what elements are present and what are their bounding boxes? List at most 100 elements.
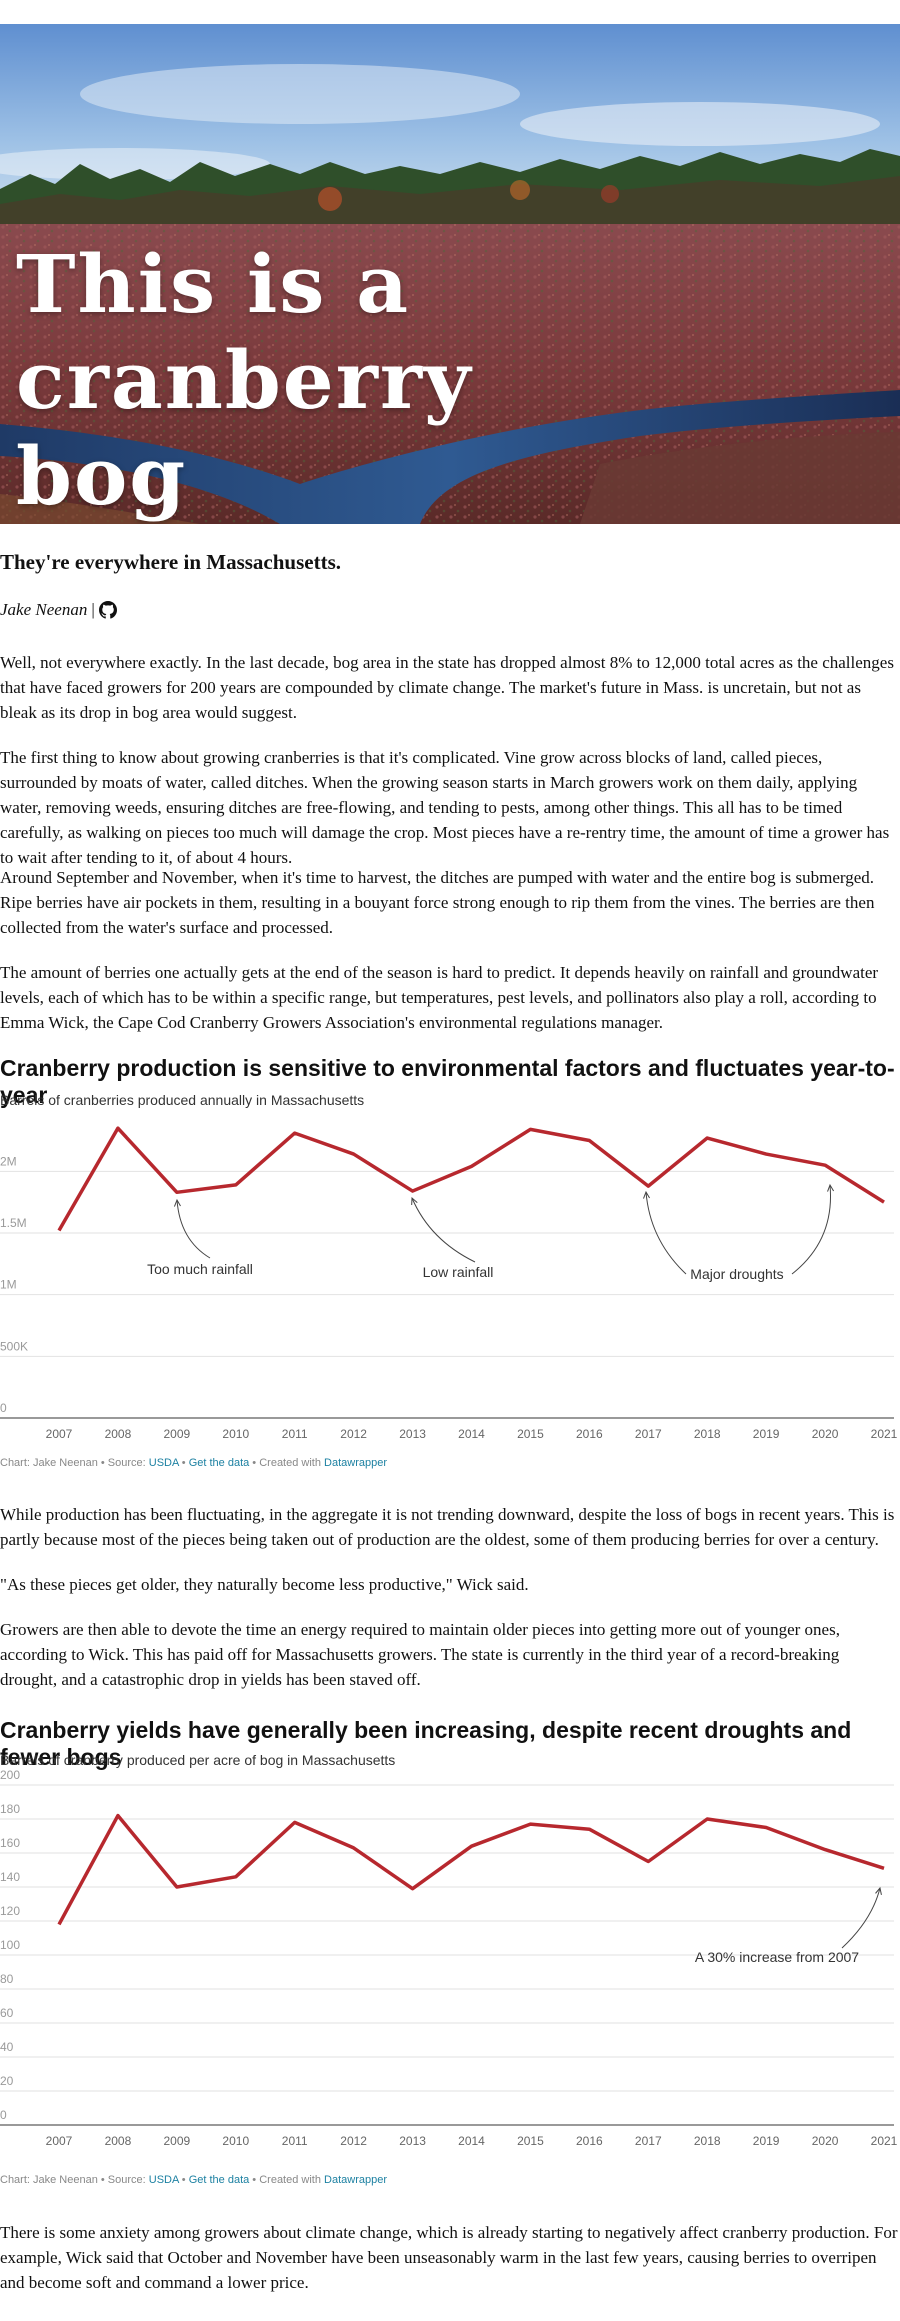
y-tick-label: 20	[0, 2074, 14, 2088]
paragraph: The amount of berries one actually gets …	[0, 963, 879, 1032]
x-tick-label: 2014	[458, 2134, 485, 2148]
credit-created: • Created with	[249, 2174, 325, 2186]
y-tick-label: 140	[0, 1870, 20, 1884]
x-tick-label: 2009	[164, 2134, 191, 2148]
get-data-link[interactable]: Get the data	[188, 2174, 250, 2186]
annotation-label: Low rainfall	[423, 1264, 494, 1280]
x-tick-label: 2021	[871, 2134, 898, 2148]
github-icon[interactable]	[98, 601, 117, 619]
credit-prefix: Chart: Jake Neenan • Source:	[0, 1457, 149, 1469]
x-tick-label: 2016	[576, 1427, 603, 1441]
usda-source-link[interactable]: USDA	[148, 2174, 179, 2186]
series-line	[57, 1813, 885, 1926]
datawrapper-link[interactable]: Datawrapper	[324, 2174, 388, 2186]
credit-separator: •	[178, 2174, 189, 2186]
y-tick-label: 200	[0, 1770, 20, 1782]
cranberry-bog-photo	[0, 24, 900, 524]
paragraph: Around September and November, when it's…	[0, 868, 875, 937]
y-tick-label: 0	[0, 1401, 7, 1415]
annotation-arrow	[173, 1198, 211, 1259]
y-tick-label: 500K	[0, 1339, 28, 1353]
arrow-curve	[841, 1887, 881, 1949]
y-tick-label: 60	[0, 2006, 14, 2020]
get-data-link[interactable]: Get the data	[188, 1457, 250, 1469]
x-tick-label: 2007	[46, 2134, 73, 2148]
paragraph: Growers are then able to devote the time…	[0, 1620, 840, 1689]
paragraph: There is some anxiety among growers abou…	[0, 2223, 898, 2292]
annotation-label: A 30% increase from 2007	[695, 1949, 859, 1965]
chart2-credit: Chart: Jake Neenan • Source: USDA • Get …	[0, 2174, 387, 2186]
x-tick-label: 2008	[105, 2134, 132, 2148]
credit-created: • Created with	[249, 1457, 325, 1469]
arrow-curve	[791, 1184, 832, 1275]
x-tick-label: 2010	[222, 1427, 249, 1441]
chart1-title: Cranberry production is sensitive to env…	[0, 1055, 895, 1108]
x-tick-label: 2018	[694, 2134, 721, 2148]
annotation-label: Major droughts	[690, 1266, 783, 1282]
annotation-arrow	[791, 1183, 835, 1275]
y-tick-label: 2M	[0, 1154, 17, 1168]
datawrapper-link[interactable]: Datawrapper	[324, 1457, 388, 1469]
x-tick-label: 2019	[753, 1427, 780, 1441]
chart1-credit: Chart: Jake Neenan • Source: USDA • Get …	[0, 1457, 387, 1469]
byline: Jake Neenan |	[0, 600, 117, 620]
chart1-subtitle: Barrels of cranberries produced annually…	[0, 1092, 365, 1108]
arrow-head	[411, 1196, 418, 1206]
paragraph: While production has been fluctuating, i…	[0, 1505, 895, 1549]
x-tick-label: 2018	[694, 1427, 721, 1441]
x-tick-label: 2020	[812, 1427, 839, 1441]
y-tick-label: 1M	[0, 1278, 17, 1292]
y-tick-label: 120	[0, 1904, 20, 1918]
x-tick-label: 2014	[458, 1427, 485, 1441]
arrow-curve	[645, 1191, 687, 1275]
x-tick-label: 2007	[46, 1427, 73, 1441]
annotation-arrow	[643, 1190, 687, 1275]
x-tick-label: 2011	[282, 1427, 308, 1441]
x-tick-label: 2017	[635, 2134, 662, 2148]
paragraph: Well, not everywhere exactly. In the las…	[0, 653, 894, 722]
paragraph: The first thing to know about growing cr…	[0, 748, 890, 867]
usda-source-link[interactable]: USDA	[148, 1457, 179, 1469]
x-tick-label: 2013	[399, 2134, 426, 2148]
x-tick-label: 2019	[753, 2134, 780, 2148]
x-tick-label: 2016	[576, 2134, 603, 2148]
author-name: Jake Neenan	[0, 600, 88, 619]
arrow-head	[173, 1198, 181, 1207]
yield-chart: 0 20 40 60 80 100 120 140 160 180 200 2007 2008 2009 2…	[0, 1770, 898, 2148]
y-tick-label: 1.5M	[0, 1216, 27, 1230]
x-tick-label: 2010	[222, 2134, 249, 2148]
arrow-curve	[176, 1199, 211, 1259]
x-tick-label: 2015	[517, 1427, 544, 1441]
annotation-arrow	[841, 1886, 882, 1949]
x-tick-label: 2012	[340, 1427, 367, 1441]
paragraph: "As these pieces get older, they natural…	[0, 1575, 529, 1594]
credit-separator: •	[178, 1457, 189, 1469]
arrow-head	[827, 1183, 835, 1192]
production-chart: 0 500K 1M 1.5M 2M 2007 2008 2009 2010 2011 2012 201…	[0, 1126, 898, 1441]
series-line	[57, 1126, 885, 1232]
x-tick-label: 2015	[517, 2134, 544, 2148]
y-tick-label: 0	[0, 2108, 7, 2122]
arrow-head	[643, 1190, 650, 1199]
x-tick-label: 2021	[871, 1427, 898, 1441]
x-tick-label: 2020	[812, 2134, 839, 2148]
x-tick-label: 2012	[340, 2134, 367, 2148]
arrow-head	[875, 1886, 882, 1895]
annotation-label: Too much rainfall	[147, 1261, 253, 1277]
x-tick-label: 2011	[282, 2134, 308, 2148]
y-tick-label: 80	[0, 1972, 14, 1986]
byline-separator: |	[91, 600, 95, 619]
arrow-curve	[411, 1197, 476, 1263]
x-tick-label: 2013	[399, 1427, 426, 1441]
hero-image: This is a cranberry bog	[0, 24, 900, 524]
article-subtitle: They're everywhere in Massachusetts.	[0, 550, 342, 574]
x-tick-label: 2017	[635, 1427, 662, 1441]
annotation-arrow	[411, 1196, 476, 1263]
chart2-title: Cranberry yields have generally been inc…	[0, 1717, 852, 1770]
x-tick-label: 2008	[105, 1427, 132, 1441]
chart2-subtitle: Barrels of cranberry produced per acre o…	[0, 1752, 396, 1768]
y-tick-label: 180	[0, 1802, 20, 1816]
y-tick-label: 40	[0, 2040, 14, 2054]
x-tick-label: 2009	[164, 1427, 191, 1441]
hero-title: This is a cranberry bog	[16, 237, 473, 523]
